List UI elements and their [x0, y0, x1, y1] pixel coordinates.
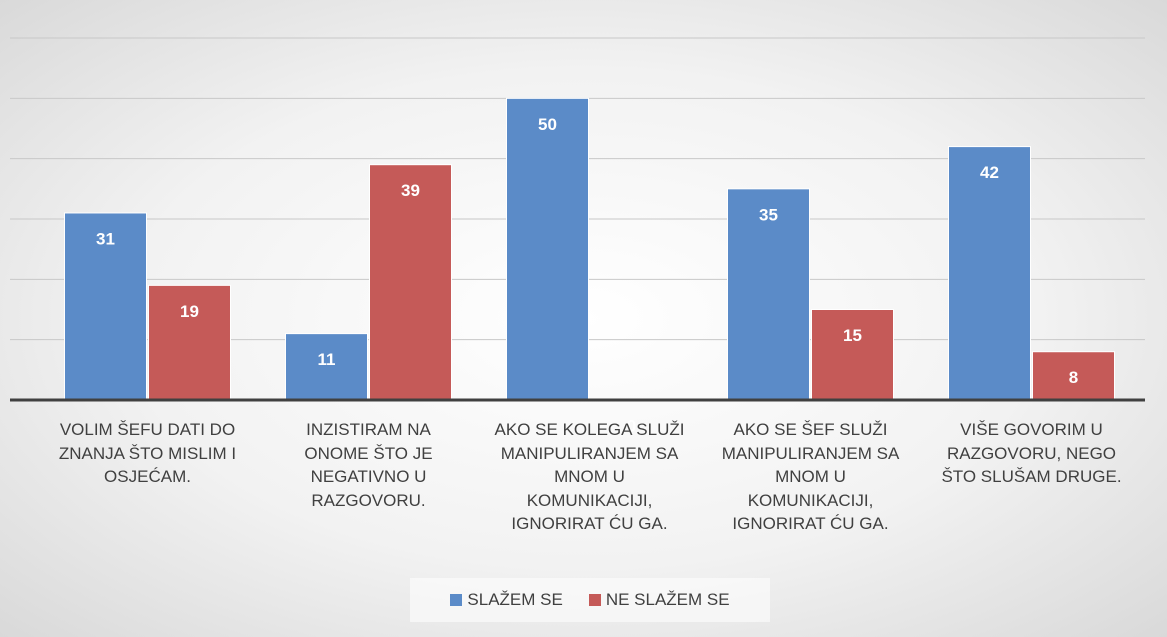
legend-swatch [588, 594, 601, 606]
legend: SLAŽEM SE NE SLAŽEM SE [410, 578, 770, 622]
legend-label: SLAŽEM SE [467, 590, 563, 609]
x-tick-label: AKO SE ŠEF SLUŽI MANIPULIRANJEM SA MNOM … [721, 420, 900, 533]
bar [285, 333, 368, 401]
bar [369, 164, 452, 401]
x-tick-label: INZISTIRAM NA ONOME ŠTO JE NEGATIVNO U R… [304, 420, 433, 510]
bar [811, 309, 894, 401]
data-label: 42 [980, 163, 999, 182]
data-label: 31 [96, 229, 115, 248]
bar [1032, 351, 1115, 401]
x-tick-label: AKO SE KOLEGA SLUŽI MANIPULIRANJEM SA MN… [494, 420, 685, 533]
data-label: 11 [318, 350, 336, 369]
legend-item: NE SLAŽEM SE [588, 590, 730, 610]
data-label: 8 [1069, 368, 1078, 387]
data-label: 15 [843, 326, 862, 345]
x-tick-label: VOLIM ŠEFU DATI DO ZNANJA ŠTO MISLIM I O… [58, 420, 237, 486]
legend-label: NE SLAŽEM SE [605, 590, 730, 609]
legend-item: SLAŽEM SE [450, 590, 563, 610]
data-label: 39 [401, 181, 420, 200]
bar [148, 284, 231, 401]
legend-swatch [450, 594, 463, 606]
bar [506, 97, 589, 401]
data-label: 50 [538, 115, 557, 134]
bar [948, 146, 1031, 401]
data-label: 35 [759, 205, 778, 224]
data-label: 19 [180, 302, 199, 321]
data-label: 0 [627, 416, 636, 435]
x-tick-label: VIŠE GOVORIM U RAZGOVORU, NEGO ŠTO SLUŠA… [941, 420, 1122, 486]
